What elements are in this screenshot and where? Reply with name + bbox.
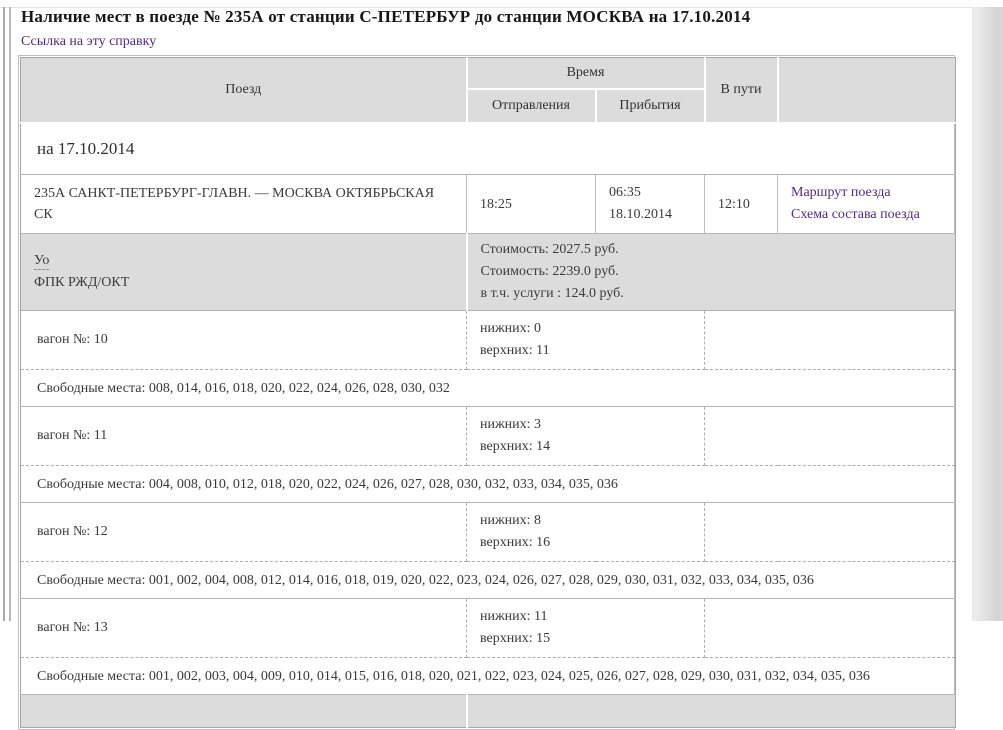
lower-berths: нижних: 8 bbox=[480, 513, 542, 528]
upper-berths: верхних: 11 bbox=[480, 343, 550, 358]
availability-table: Поезд Время В пути Отправления Прибытия … bbox=[20, 57, 957, 728]
wagon-label: вагон №: 13 bbox=[20, 598, 467, 658]
left-frame-line-outer bbox=[3, 7, 5, 621]
train-links-cell: Маршрут поезда Схема состава поезда bbox=[777, 174, 956, 234]
lower-berths: нижних: 11 bbox=[480, 609, 548, 624]
next-cost-cell bbox=[465, 694, 956, 728]
berths-cell: нижних: 3 верхних: 14 bbox=[466, 406, 706, 466]
wagon-empty-cell bbox=[704, 502, 956, 562]
header-row-1: Поезд Время В пути bbox=[20, 57, 956, 124]
cost-cell: Стоимость: 2027.5 руб. Стоимость: 2239.0… bbox=[465, 233, 956, 311]
next-class-row-partial bbox=[20, 694, 956, 728]
duration-value: 12:10 bbox=[704, 174, 779, 234]
wagon-label: вагон №: 11 bbox=[20, 406, 467, 466]
wagon-label: вагон №: 12 bbox=[20, 502, 467, 562]
free-seats: Свободные места: 001, 002, 004, 008, 012… bbox=[20, 561, 956, 599]
column-header-train: Поезд bbox=[20, 57, 468, 124]
availability-table-frame: Поезд Время В пути Отправления Прибытия … bbox=[18, 55, 957, 730]
header-row-2: Отправления Прибытия bbox=[21, 89, 956, 124]
date-heading: на 17.10.2014 bbox=[20, 123, 956, 175]
page-title: Наличие мест в поезде № 235А от станции … bbox=[21, 7, 751, 26]
service-class-code[interactable]: Уо bbox=[34, 253, 50, 270]
price-line-2: Стоимость: 2239.0 руб. bbox=[480, 264, 619, 279]
arrival-date: 18.10.2014 bbox=[609, 207, 672, 222]
wagon-empty-cell bbox=[704, 598, 956, 658]
column-header-duration: В пути bbox=[704, 57, 779, 124]
date-row: на 17.10.2014 bbox=[20, 123, 956, 175]
upper-berths: верхних: 14 bbox=[480, 439, 551, 454]
berths-cell: нижних: 11 верхних: 15 bbox=[466, 598, 706, 658]
page-content: Наличие мест в поезде № 235А от станции … bbox=[18, 7, 957, 730]
upper-berths: верхних: 16 bbox=[480, 535, 551, 550]
price-line-1: Стоимость: 2027.5 руб. bbox=[480, 242, 619, 257]
seats-row-10: Свободные места: 008, 014, 016, 018, 020… bbox=[20, 369, 956, 407]
train-scheme-link[interactable]: Схема состава поезда bbox=[791, 207, 920, 222]
column-header-departure: Отправления bbox=[466, 89, 597, 124]
wagon-empty-cell bbox=[704, 310, 956, 370]
service-class-cell: Уо ФПК РЖД/ОКТ bbox=[20, 233, 467, 311]
seats-row-11: Свободные места: 004, 008, 010, 012, 018… bbox=[20, 465, 956, 503]
scrollbar-gutter[interactable] bbox=[972, 7, 1003, 621]
train-row: 235А САНКТ-ПЕТЕРБУРГ-ГЛАВН. — МОСКВА ОКТ… bbox=[20, 174, 956, 234]
free-seats: Свободные места: 008, 014, 016, 018, 020… bbox=[20, 369, 956, 407]
lower-berths: нижних: 0 bbox=[480, 321, 542, 336]
service-class-row: Уо ФПК РЖД/ОКТ Стоимость: 2027.5 руб. Ст… bbox=[20, 233, 956, 311]
wagon-row-12: вагон №: 12 нижних: 8 верхних: 16 bbox=[20, 502, 956, 562]
seats-row-13: Свободные места: 001, 002, 003, 004, 009… bbox=[20, 657, 956, 695]
berths-cell: нижних: 0 верхних: 11 bbox=[466, 310, 706, 370]
train-name: 235А САНКТ-ПЕТЕРБУРГ-ГЛАВН. — МОСКВА ОКТ… bbox=[20, 174, 467, 234]
arrival-time: 06:35 bbox=[609, 185, 641, 200]
next-class-cell bbox=[20, 694, 467, 728]
carrier-name: ФПК РЖД/ОКТ bbox=[34, 275, 130, 290]
wagon-empty-cell bbox=[704, 406, 956, 466]
wagon-label: вагон №: 10 bbox=[20, 310, 467, 370]
wagon-row-11: вагон №: 11 нижних: 3 верхних: 14 bbox=[20, 406, 956, 466]
wagon-row-13: вагон №: 13 нижних: 11 верхних: 15 bbox=[20, 598, 956, 658]
departure-time: 18:25 bbox=[466, 174, 596, 234]
upper-berths: верхних: 15 bbox=[480, 631, 551, 646]
lower-berths: нижних: 3 bbox=[480, 417, 542, 432]
window-top-edge bbox=[0, 7, 1003, 8]
left-frame-line-inner bbox=[9, 7, 11, 621]
wagon-row-10: вагон №: 10 нижних: 0 верхних: 11 bbox=[20, 310, 956, 370]
column-header-empty bbox=[777, 57, 956, 124]
column-header-arrival: Прибытия bbox=[595, 89, 706, 124]
seats-row-12: Свободные места: 001, 002, 004, 008, 012… bbox=[20, 561, 956, 599]
free-seats: Свободные места: 004, 008, 010, 012, 018… bbox=[20, 465, 956, 503]
berths-cell: нижних: 8 верхних: 16 bbox=[466, 502, 706, 562]
route-link[interactable]: Маршрут поезда bbox=[791, 185, 891, 200]
free-seats: Свободные места: 001, 002, 003, 004, 009… bbox=[20, 657, 956, 695]
column-header-time: Время bbox=[466, 57, 706, 90]
price-line-3: в т.ч. услуги : 124.0 руб. bbox=[480, 286, 624, 301]
arrival-cell: 06:35 18.10.2014 bbox=[595, 174, 706, 234]
permalink-link[interactable]: Ссылка на эту справку bbox=[21, 34, 157, 49]
